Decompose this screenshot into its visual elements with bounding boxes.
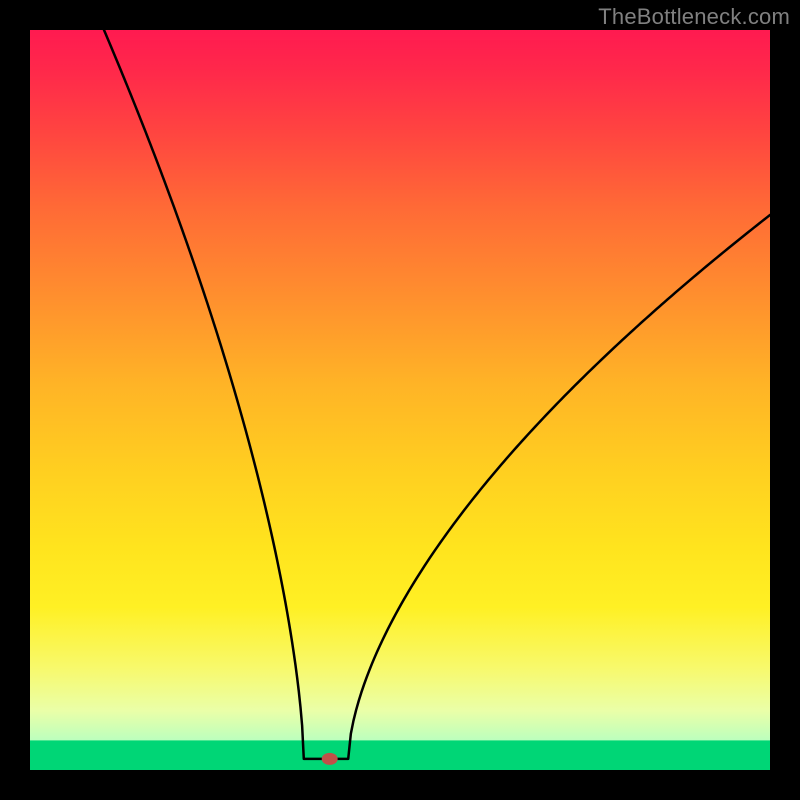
bottleneck-chart	[0, 0, 800, 800]
watermark-text: TheBottleneck.com	[598, 4, 790, 30]
